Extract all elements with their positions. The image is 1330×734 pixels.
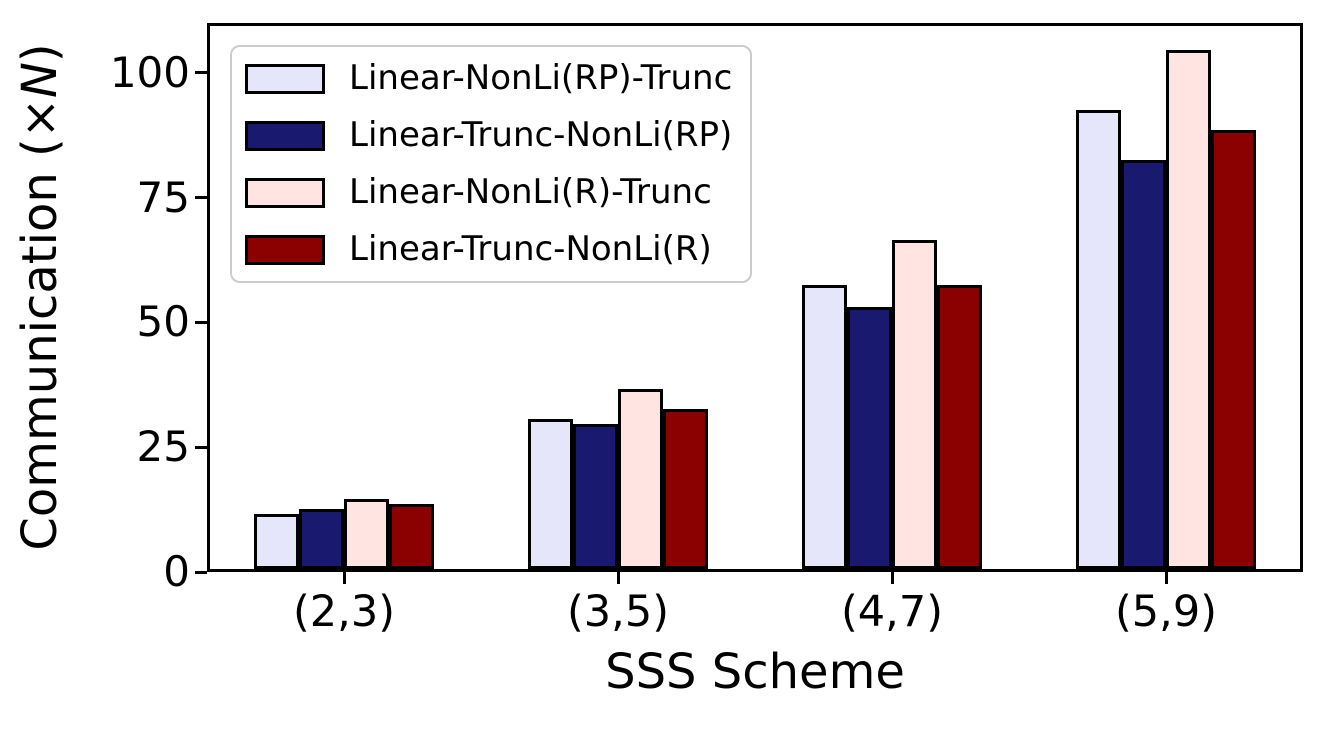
y-tick-label: 50 [136,297,190,347]
legend-row: Linear-Trunc-NonLi(RP) [245,115,732,156]
legend-label: Linear-Trunc-NonLi(R) [349,229,712,269]
bar-(3,5)-series-0 [528,419,573,569]
x-tick-mark [890,572,894,584]
x-tick-label: (5,9) [1115,587,1217,637]
bar-(4,7)-series-3 [937,285,982,569]
x-tick-label: (2,3) [293,587,395,637]
x-tick-label: (3,5) [567,587,669,637]
legend-row: Linear-NonLi(RP)-Trunc [245,58,732,99]
legend: Linear-NonLi(RP)-Trunc Linear-Trunc-NonLi… [230,45,753,283]
y-tick-label: 100 [109,47,190,97]
legend-row: Linear-Trunc-NonLi(R) [245,229,732,270]
x-tick-label: (4,7) [841,587,943,637]
y-tick-label: 75 [136,172,190,222]
x-tick-mark [616,572,620,584]
bar-(2,3)-series-3 [389,504,434,569]
bar-(5,9)-series-2 [1166,50,1211,569]
bar-(2,3)-series-2 [344,499,389,569]
y-tick-mark [195,570,207,574]
y-tick-label: 25 [136,422,190,472]
x-tick-mark [1164,572,1168,584]
legend-swatch [245,120,325,151]
legend-label: Linear-NonLi(RP)-Trunc [349,58,733,98]
legend-row: Linear-NonLi(R)-Trunc [245,172,732,213]
bar-(3,5)-series-3 [663,409,708,569]
bar-(4,7)-series-1 [847,307,892,569]
bar-(2,3)-series-0 [254,514,299,569]
bar-(5,9)-series-0 [1076,110,1121,569]
bar-(5,9)-series-3 [1211,130,1256,569]
bar-(4,7)-series-0 [802,285,847,569]
y-tick-mark [195,445,207,449]
bar-(3,5)-series-2 [618,389,663,569]
y-tick-label: 0 [163,547,190,596]
x-tick-mark [342,572,346,584]
y-tick-mark [195,320,207,324]
legend-label: Linear-Trunc-NonLi(RP) [349,115,733,155]
bar-(3,5)-series-1 [573,424,618,569]
legend-swatch [245,177,325,208]
y-tick-mark [195,71,207,75]
legend-swatch [245,63,325,94]
bar-(5,9)-series-1 [1121,160,1166,569]
bar-(4,7)-series-2 [892,240,937,569]
legend-label: Linear-NonLi(R)-Trunc [349,172,712,212]
x-axis-label: SSS Scheme [605,644,905,700]
bar-(2,3)-series-1 [299,509,344,569]
legend-swatch [245,234,325,265]
y-tick-mark [195,196,207,200]
plot-area: Linear-NonLi(RP)-Trunc Linear-Trunc-NonLi… [207,23,1303,572]
